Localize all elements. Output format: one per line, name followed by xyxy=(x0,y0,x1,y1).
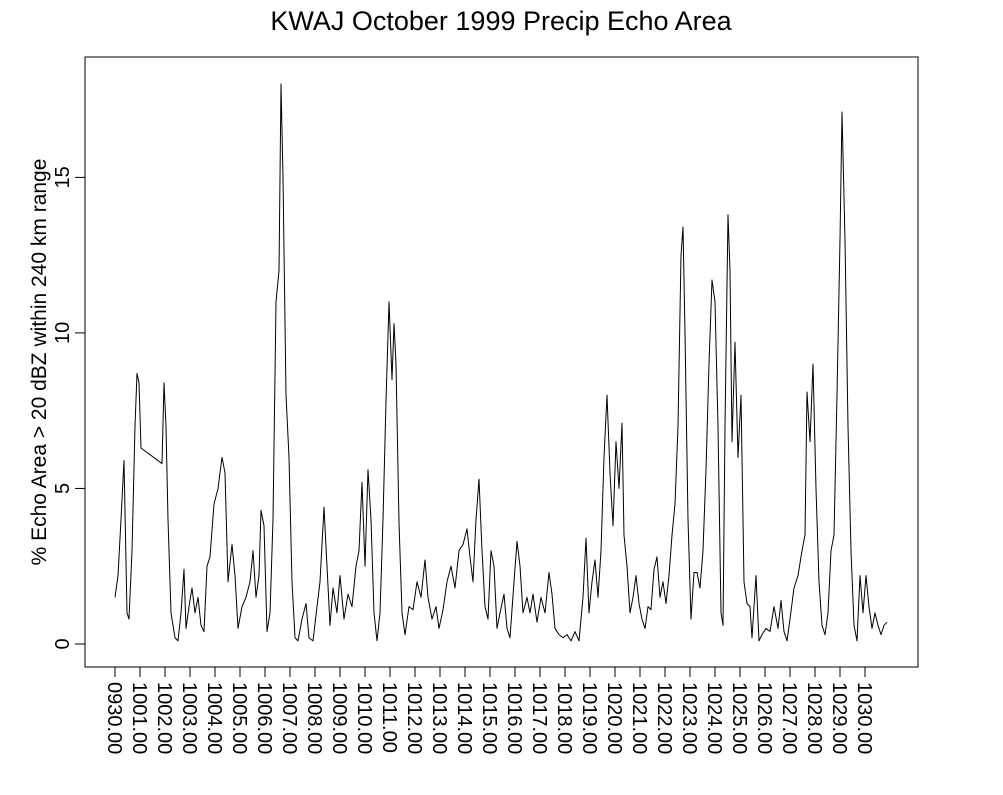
x-tick-label: 1018.00 xyxy=(553,682,575,754)
x-tick-label: 1013.00 xyxy=(428,682,450,754)
x-tick-label: 0930.00 xyxy=(103,682,125,754)
x-tick-label: 1014.00 xyxy=(453,682,475,754)
y-tick-label: 0 xyxy=(52,638,74,649)
x-tick-label: 1015.00 xyxy=(478,682,500,754)
x-tick-label: 1001.00 xyxy=(128,682,150,754)
x-tick-label: 1030.00 xyxy=(853,682,875,754)
x-tick-label: 1025.00 xyxy=(728,682,750,754)
x-tick-label: 1017.00 xyxy=(528,682,550,754)
x-tick-label: 1024.00 xyxy=(703,682,725,754)
x-tick-label: 1010.00 xyxy=(353,682,375,754)
x-tick-label: 1012.00 xyxy=(403,682,425,754)
x-tick-label: 1026.00 xyxy=(753,682,775,754)
y-axis-label: % Echo Area > 20 dBZ within 240 km range xyxy=(28,159,51,566)
x-tick-label: 1004.00 xyxy=(203,682,225,754)
x-tick-label: 1022.00 xyxy=(653,682,675,754)
x-tick-label: 1006.00 xyxy=(253,682,275,754)
x-tick-label: 1021.00 xyxy=(628,682,650,754)
y-tick-label: 10 xyxy=(52,322,74,344)
x-tick-label: 1020.00 xyxy=(603,682,625,754)
x-tick-label: 1002.00 xyxy=(153,682,175,754)
x-tick-label: 1007.00 xyxy=(278,682,300,754)
y-tick-label: 5 xyxy=(52,483,74,494)
x-tick-label: 1008.00 xyxy=(303,682,325,754)
x-tick-label: 1016.00 xyxy=(503,682,525,754)
plot-frame xyxy=(84,56,919,668)
x-tick-label: 1005.00 xyxy=(228,682,250,754)
x-tick-label: 1028.00 xyxy=(803,682,825,754)
x-tick-label: 1029.00 xyxy=(828,682,850,754)
chart-title: KWAJ October 1999 Precip Echo Area xyxy=(270,6,732,36)
x-tick-label: 1027.00 xyxy=(778,682,800,754)
x-tick-label: 1019.00 xyxy=(578,682,600,754)
x-tick-label: 1023.00 xyxy=(678,682,700,754)
x-tick-label: 1003.00 xyxy=(178,682,200,754)
x-tick-label: 1011.00 xyxy=(378,682,400,753)
y-tick-label: 15 xyxy=(52,166,74,188)
data-line xyxy=(114,83,888,642)
x-tick-label: 1009.00 xyxy=(328,682,350,754)
